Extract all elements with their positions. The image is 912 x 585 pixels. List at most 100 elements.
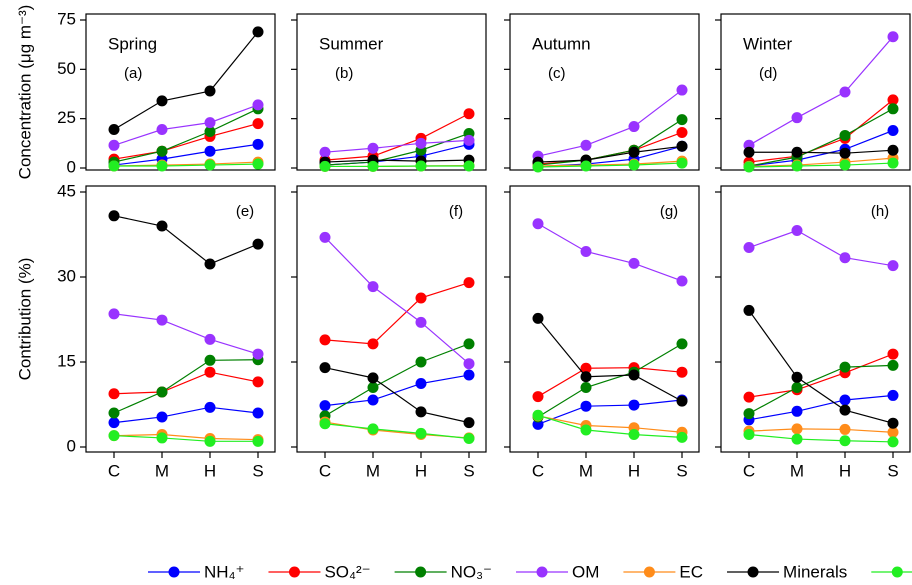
point	[532, 409, 544, 421]
y-tick-label: 75	[57, 9, 76, 28]
point	[839, 435, 851, 447]
point	[839, 147, 851, 159]
point	[580, 371, 592, 383]
series-line	[324, 343, 470, 417]
series-line	[324, 374, 470, 407]
point	[791, 146, 803, 158]
point	[252, 376, 264, 388]
legend-marker	[536, 566, 548, 578]
point	[463, 417, 475, 429]
series-line	[748, 353, 894, 398]
point	[791, 160, 803, 172]
series-line	[114, 163, 259, 167]
point	[319, 146, 331, 158]
x-tick-label: M	[366, 461, 380, 480]
x-tick-label: H	[628, 461, 640, 480]
point	[743, 304, 755, 316]
series-line	[113, 371, 259, 395]
point	[204, 354, 216, 366]
point	[839, 129, 851, 141]
panel-label: (c)	[548, 65, 566, 82]
series-line	[537, 343, 683, 418]
series-line	[748, 129, 894, 167]
panel-frame	[296, 185, 487, 453]
series-line	[113, 215, 259, 265]
panel-label: (d)	[759, 65, 777, 82]
series-line	[113, 406, 259, 424]
point	[367, 338, 379, 350]
point	[887, 359, 899, 371]
point	[839, 404, 851, 416]
series-line	[537, 415, 683, 433]
y-tick-label: 25	[57, 108, 76, 127]
point	[743, 391, 755, 403]
point	[532, 161, 544, 173]
point	[415, 378, 427, 390]
point	[415, 292, 427, 304]
point	[319, 362, 331, 374]
x-tick-label: S	[252, 461, 263, 480]
point	[415, 160, 427, 172]
series-line	[749, 149, 894, 154]
series-line	[748, 394, 894, 421]
point	[791, 405, 803, 417]
point	[580, 139, 592, 151]
point	[628, 257, 640, 269]
point	[319, 334, 331, 346]
point	[676, 84, 688, 96]
series-line	[113, 143, 259, 166]
point	[628, 121, 640, 133]
legend-label: EC	[679, 562, 703, 581]
point	[252, 138, 264, 150]
point	[367, 142, 379, 154]
point	[204, 117, 216, 129]
point	[628, 429, 640, 441]
y-tick-label: 0	[67, 436, 76, 455]
point	[156, 432, 168, 444]
point	[415, 356, 427, 368]
point	[156, 386, 168, 398]
series-line	[537, 162, 683, 168]
point	[839, 394, 851, 406]
point	[204, 145, 216, 157]
point	[463, 358, 475, 370]
point	[887, 436, 899, 448]
x-tick-label: M	[790, 461, 804, 480]
series-line	[748, 229, 894, 267]
series-line	[537, 223, 683, 282]
legend-marker	[168, 566, 180, 578]
panel-frame	[720, 13, 911, 171]
series-line	[113, 359, 259, 414]
point	[580, 362, 592, 374]
panel-frame	[85, 13, 276, 171]
point	[743, 408, 755, 420]
panel-frame	[296, 13, 487, 171]
point	[887, 260, 899, 272]
series-line	[324, 282, 470, 345]
point	[108, 308, 120, 320]
x-tick-label: S	[676, 461, 687, 480]
series-line	[113, 123, 259, 160]
x-tick-label: H	[415, 461, 427, 480]
point	[204, 125, 216, 137]
point	[676, 366, 688, 378]
point	[319, 418, 331, 430]
series-line	[324, 139, 470, 153]
series-line	[324, 236, 470, 365]
panel-label: (b)	[335, 65, 353, 82]
point	[628, 146, 640, 158]
point	[791, 225, 803, 237]
point	[319, 160, 331, 172]
point	[252, 435, 264, 447]
series-line	[748, 310, 894, 424]
series-line	[748, 36, 894, 146]
series-line	[324, 423, 470, 440]
legend-marker	[415, 566, 427, 578]
point	[887, 389, 899, 401]
series-line	[748, 428, 894, 433]
point	[367, 423, 379, 435]
point	[367, 382, 379, 393]
legend-label: SO₄²⁻	[324, 562, 370, 581]
x-tick-label: S	[887, 461, 898, 480]
